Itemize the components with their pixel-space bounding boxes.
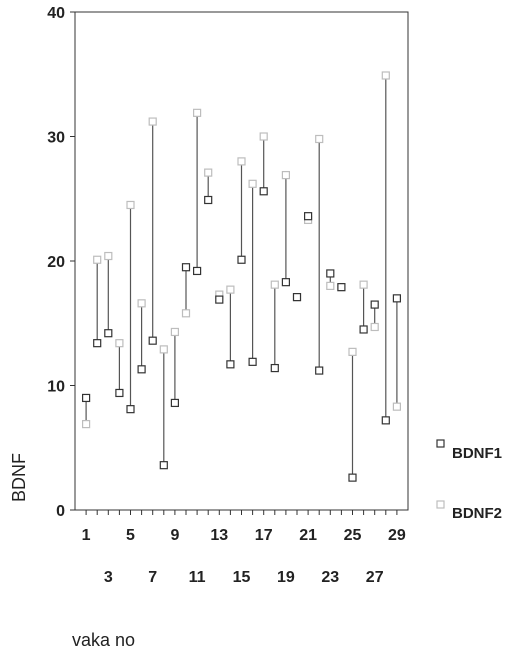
bdnf1-point: [315, 366, 324, 375]
bdnf1-point: [392, 294, 401, 303]
bdnf1-point: [226, 360, 235, 369]
bdnf1-point: [259, 187, 268, 196]
y-tick-label: 30: [47, 130, 65, 147]
bdnf2-point: [237, 157, 246, 166]
x-tick-label: 9: [170, 527, 179, 544]
bdnf1-point: [126, 405, 135, 414]
bdnf2-point: [281, 170, 290, 180]
legend-marker-bdnf1: [436, 439, 445, 448]
bdnf1-point: [292, 293, 302, 302]
legend-label-bdnf2: BDNF2: [452, 505, 502, 522]
bdnf2-point: [104, 251, 113, 261]
bdnf2-point: [226, 285, 235, 294]
legend-marker-bdnf2: [436, 500, 445, 509]
bdnf2-point: [126, 200, 135, 210]
x-tick-label: 29: [388, 527, 406, 544]
bdnf2-point: [115, 339, 124, 348]
bdnf2-point: [137, 299, 146, 308]
bdnf2-point: [204, 168, 213, 177]
bdnf1-point: [137, 365, 146, 374]
bdnf2-point: [81, 419, 91, 429]
bdnf1-point: [270, 363, 279, 373]
x-tick-label: 1: [82, 527, 91, 544]
x-tick-label: 7: [148, 569, 157, 586]
bdnf1-point: [93, 339, 102, 348]
bdnf1-point: [159, 461, 168, 470]
x-tick-label: 3: [104, 569, 113, 586]
bdnf2-point: [93, 255, 102, 264]
x-tick-label: 11: [189, 569, 206, 586]
y-tick-label: 10: [47, 379, 65, 396]
bdnf1-point: [204, 195, 213, 205]
y-axis-title: BDNF: [9, 453, 29, 502]
x-axis-title: vaka no: [72, 630, 135, 650]
bdnf1-point: [370, 300, 379, 309]
bdnf1-point: [337, 283, 346, 292]
bdnf2-point: [159, 345, 168, 354]
bdnf1-point: [81, 393, 91, 403]
legend: BDNF1 BDNF2: [436, 439, 502, 522]
bdnf1-point: [248, 357, 257, 366]
bdnf2-point: [370, 322, 379, 332]
bdnf1-point: [148, 336, 157, 345]
x-tick-label: 23: [321, 569, 339, 586]
bdnf2-point: [315, 134, 324, 144]
bdnf1-point: [281, 278, 290, 287]
bdnf1-point: [193, 266, 202, 276]
bdnf1-point: [359, 325, 368, 334]
bdnf2-point: [270, 280, 279, 289]
x-axis: 1 5 9 13 17 21 25 293 7 11 15 19 23 27: [82, 510, 406, 586]
bdnf2-point: [381, 71, 390, 80]
bdnf1-point: [326, 269, 335, 278]
x-tick-label: 5: [126, 527, 135, 544]
bdnf2-point: [148, 117, 157, 126]
y-axis: 0 10 20 30 40: [47, 5, 75, 520]
x-tick-label: 27: [366, 569, 384, 586]
bdnf2-point: [193, 108, 202, 117]
x-tick-label: 15: [233, 569, 251, 586]
bdnf2-point: [348, 347, 357, 356]
x-tick-label: 21: [299, 527, 317, 544]
bdnf2-point: [170, 327, 179, 337]
bdnf1-point: [381, 416, 390, 425]
bdnf1-point: [181, 263, 191, 272]
bdnf1-point: [237, 255, 246, 264]
bdnf2-point: [181, 309, 191, 318]
y-tick-label: 0: [56, 503, 65, 520]
y-tick-label: 40: [47, 5, 65, 22]
bdnf1-point: [170, 398, 179, 408]
bdnf1-point: [304, 212, 313, 221]
bdnf2-point: [326, 281, 335, 290]
bdnf1-point: [215, 295, 224, 304]
legend-label-bdnf1: BDNF1: [452, 445, 502, 462]
x-tick-label: 13: [210, 527, 228, 544]
bdnf2-point: [248, 179, 257, 188]
x-tick-label: 25: [344, 527, 362, 544]
bdnf1-point: [348, 473, 357, 482]
bdnf2-point: [259, 132, 268, 141]
x-tick-label: 19: [277, 569, 295, 586]
connector-lines: [85, 75, 398, 478]
bdnf1-point: [115, 388, 124, 398]
bdnf2-point: [392, 402, 401, 411]
x-tick-label: 17: [255, 527, 273, 544]
bdnf1-point: [104, 329, 113, 338]
bdnf2-point: [359, 280, 368, 289]
data-points: [81, 71, 401, 482]
y-tick-label: 20: [47, 254, 65, 271]
